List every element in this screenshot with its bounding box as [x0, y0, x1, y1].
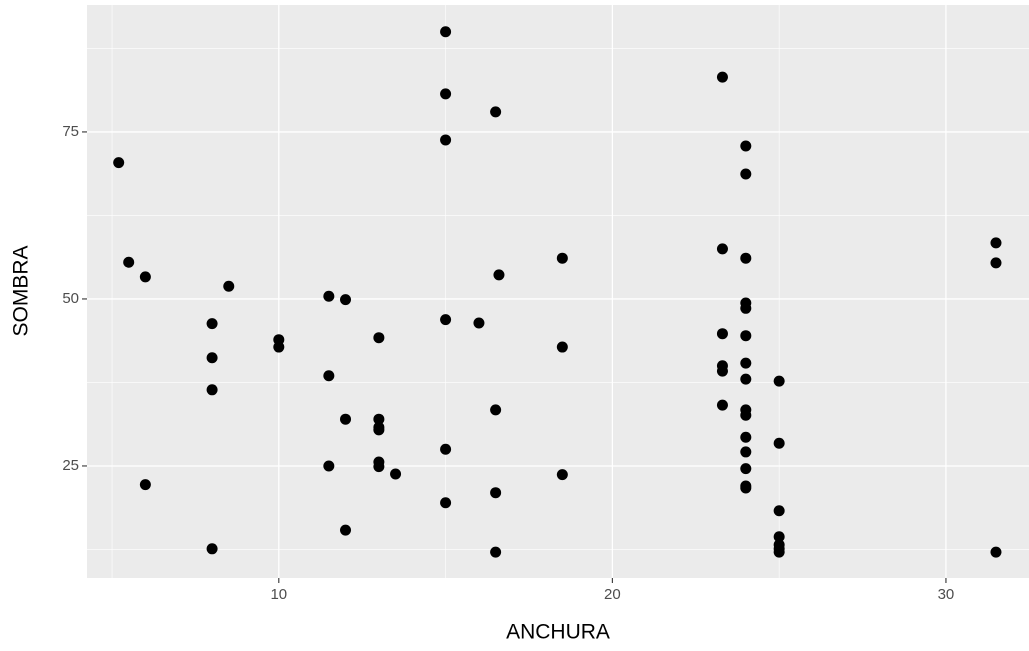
x-tick-label: 20 [604, 586, 621, 603]
point [273, 341, 285, 353]
point [990, 546, 1002, 558]
point [113, 157, 125, 169]
point [716, 243, 728, 255]
panel [87, 5, 1029, 578]
y-tick-label: 50 [62, 290, 79, 307]
point [556, 341, 568, 353]
point [740, 252, 752, 264]
point [740, 140, 752, 152]
point [206, 352, 218, 364]
point [373, 413, 385, 425]
point [206, 543, 218, 555]
point [373, 461, 385, 473]
point [716, 399, 728, 411]
point [373, 424, 385, 436]
y-tick-label: 75 [62, 123, 79, 140]
point [493, 269, 505, 281]
point [740, 373, 752, 385]
point [556, 469, 568, 481]
y-tick-label: 25 [62, 457, 79, 474]
point [139, 479, 151, 491]
point [223, 280, 235, 292]
point [440, 443, 452, 455]
point [206, 318, 218, 330]
point [740, 302, 752, 314]
point [340, 294, 352, 306]
point [440, 497, 452, 509]
point [740, 482, 752, 494]
point [373, 332, 385, 344]
point [123, 256, 135, 268]
point [740, 446, 752, 458]
point [773, 505, 785, 517]
point [340, 413, 352, 425]
point [440, 26, 452, 38]
point [773, 375, 785, 387]
point [716, 328, 728, 340]
point [990, 257, 1002, 269]
point [323, 290, 335, 302]
x-tick-label: 30 [938, 586, 955, 603]
point [490, 546, 502, 558]
point [473, 317, 485, 329]
point [440, 134, 452, 146]
x-axis-title: ANCHURA [506, 621, 610, 644]
point [390, 468, 402, 480]
point [556, 252, 568, 264]
point [740, 330, 752, 342]
point [490, 106, 502, 118]
point [490, 404, 502, 416]
point [716, 71, 728, 83]
point [323, 370, 335, 382]
point [716, 365, 728, 377]
point [340, 524, 352, 536]
point [440, 88, 452, 100]
point [773, 437, 785, 449]
y-axis-title: SOMBRA [10, 245, 33, 336]
point [740, 168, 752, 180]
point [490, 487, 502, 499]
point [740, 409, 752, 421]
point [139, 271, 151, 283]
point [773, 546, 785, 558]
point [773, 531, 785, 543]
point [740, 431, 752, 443]
point [323, 460, 335, 472]
point [740, 357, 752, 369]
point [206, 384, 218, 396]
x-tick-label: 10 [270, 586, 287, 603]
point [440, 314, 452, 326]
point [990, 237, 1002, 249]
point [740, 463, 752, 475]
